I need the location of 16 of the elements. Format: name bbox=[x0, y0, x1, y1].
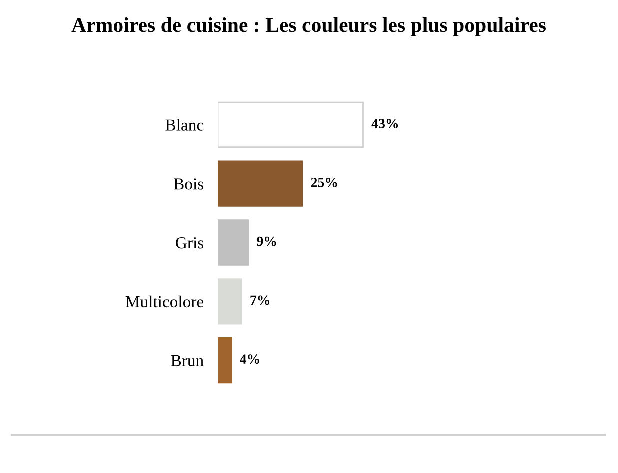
data-label: 9% bbox=[257, 236, 276, 246]
y-tick-label: Multicolore bbox=[126, 296, 204, 308]
data-label: 25% bbox=[311, 178, 338, 188]
data-label: 43% bbox=[372, 119, 398, 128]
y-tick-label: Blanc bbox=[166, 119, 204, 131]
y-tick-label: Bois bbox=[174, 178, 204, 190]
y-tick-label: Brun bbox=[171, 355, 204, 366]
chart-title: Armoires de cuisine : Les couleurs les plus populaires bbox=[72, 18, 546, 36]
data-label: 4% bbox=[240, 354, 260, 364]
bar bbox=[218, 160, 304, 207]
bar bbox=[218, 102, 364, 148]
bar bbox=[218, 220, 250, 266]
data-label: 7% bbox=[250, 296, 270, 306]
bar bbox=[218, 278, 242, 325]
bar bbox=[218, 337, 232, 384]
y-tick-label: Gris bbox=[176, 237, 204, 249]
